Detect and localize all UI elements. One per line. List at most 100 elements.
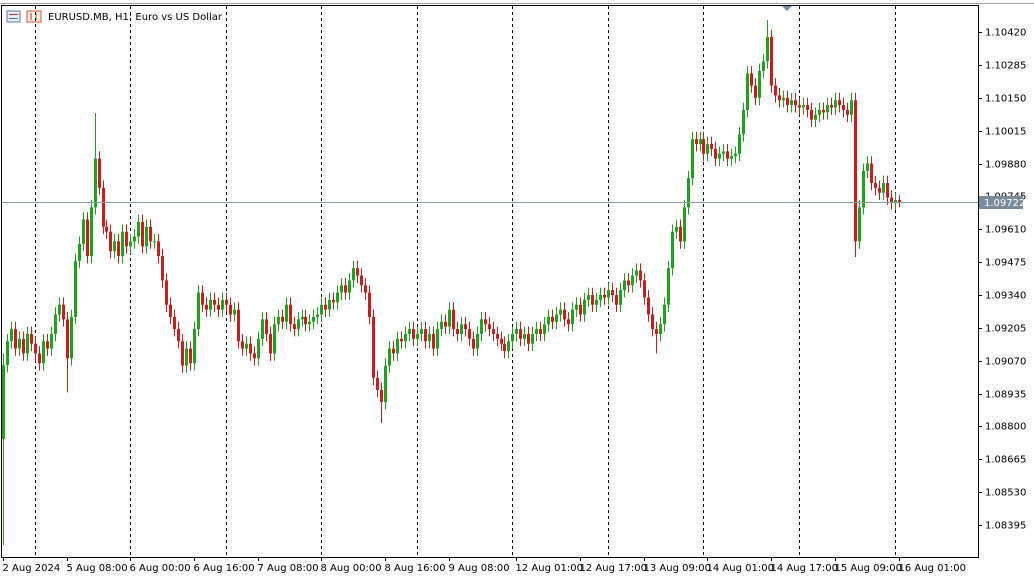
candle-body: [133, 236, 136, 242]
candle-body: [480, 319, 483, 334]
candle-body: [277, 316, 280, 325]
candle-body: [273, 324, 276, 354]
x-tick-label: 8 Aug 00:00: [321, 563, 382, 574]
candle-body: [794, 100, 797, 106]
candle-body: [356, 268, 359, 276]
candle-body: [324, 304, 327, 310]
candle-body: [695, 139, 698, 145]
candle-body: [269, 333, 272, 354]
candle-body: [185, 348, 188, 366]
candle-body: [94, 158, 97, 208]
icon-chart[interactable]: [26, 10, 42, 23]
candle-body: [316, 314, 319, 317]
candle-body: [806, 105, 809, 110]
candle-body: [543, 324, 546, 334]
candle-body: [643, 280, 646, 298]
candle-body: [34, 343, 37, 354]
y-tick-label: 1.09610: [985, 225, 1026, 236]
candle-body: [663, 304, 666, 325]
candle-body: [683, 207, 686, 242]
candle-body: [519, 329, 522, 339]
candle-body: [98, 158, 101, 188]
y-tick-label: 1.09070: [985, 357, 1026, 368]
candle-body: [778, 95, 781, 101]
x-tick-label: 12 Aug 17:00: [580, 563, 647, 574]
candle-body: [173, 316, 176, 330]
price-label-box: [979, 196, 1023, 209]
candle-body: [798, 105, 801, 108]
candle-body: [591, 295, 594, 305]
candle-body: [890, 197, 893, 203]
candle-body: [460, 324, 463, 334]
candle-body: [615, 295, 618, 305]
x-tick-label: 12 Aug 01:00: [516, 563, 583, 574]
y-tick-label: 1.08665: [985, 455, 1026, 466]
candle-body: [555, 314, 558, 322]
candle-body: [125, 231, 128, 247]
candle-body: [444, 321, 447, 327]
x-tick-label: 6 Aug 00:00: [130, 563, 191, 574]
candle-body: [699, 139, 702, 145]
candle-body: [26, 333, 29, 354]
candle-body: [70, 316, 73, 359]
candle-body: [205, 304, 208, 310]
candle-body: [54, 314, 57, 334]
candle-body: [539, 329, 542, 334]
candle-body: [710, 144, 713, 149]
candle-body: [714, 148, 717, 159]
y-tick-label: 1.10150: [985, 94, 1026, 105]
candle-body: [169, 304, 172, 317]
candle-body: [121, 231, 124, 257]
candle-body: [619, 290, 622, 305]
y-tick-label: 1.09475: [985, 258, 1026, 269]
candle-body: [675, 226, 678, 232]
y-tick-label: 1.10285: [985, 61, 1026, 72]
candle-body: [46, 341, 49, 349]
candle-body: [583, 299, 586, 315]
candle-body: [492, 329, 495, 334]
candle-body: [754, 85, 757, 98]
candle-body: [870, 163, 873, 183]
candle-body: [352, 268, 355, 281]
candle-body: [301, 316, 304, 320]
candle-body: [448, 309, 451, 327]
candle-body: [416, 333, 419, 339]
candle-body: [822, 109, 825, 113]
candles: [2, 20, 901, 546]
candle-body: [249, 343, 252, 354]
candle-body: [878, 187, 881, 193]
candle-body: [10, 329, 13, 342]
candle-body: [58, 304, 61, 315]
candle-body: [293, 324, 296, 330]
candle-body: [818, 109, 821, 115]
candle-body: [412, 329, 415, 339]
candle-body: [400, 338, 403, 342]
candle-body: [145, 226, 148, 247]
shift-marker[interactable]: [782, 6, 792, 11]
candle-body: [746, 73, 749, 110]
candle-body: [137, 221, 140, 237]
candle-body: [117, 241, 120, 257]
candle-body: [838, 100, 841, 106]
icon-list[interactable]: [6, 10, 21, 23]
candle-body: [368, 292, 371, 317]
candle-body: [193, 329, 196, 364]
toolbar-icons[interactable]: [6, 10, 42, 23]
candle-body: [527, 333, 530, 344]
x-tick-label: 16 Aug 01:00: [899, 563, 966, 574]
candle-body: [858, 207, 861, 242]
candle-body: [830, 105, 833, 108]
candle-body: [627, 280, 630, 286]
candle-body: [213, 299, 216, 305]
candle-body: [380, 389, 383, 403]
candle-body: [428, 333, 431, 342]
candle-body: [289, 304, 292, 325]
candle-body: [766, 36, 769, 62]
candle-body: [810, 109, 813, 120]
candle-body: [464, 324, 467, 330]
candle-body: [722, 151, 725, 154]
candle-body: [603, 295, 606, 298]
